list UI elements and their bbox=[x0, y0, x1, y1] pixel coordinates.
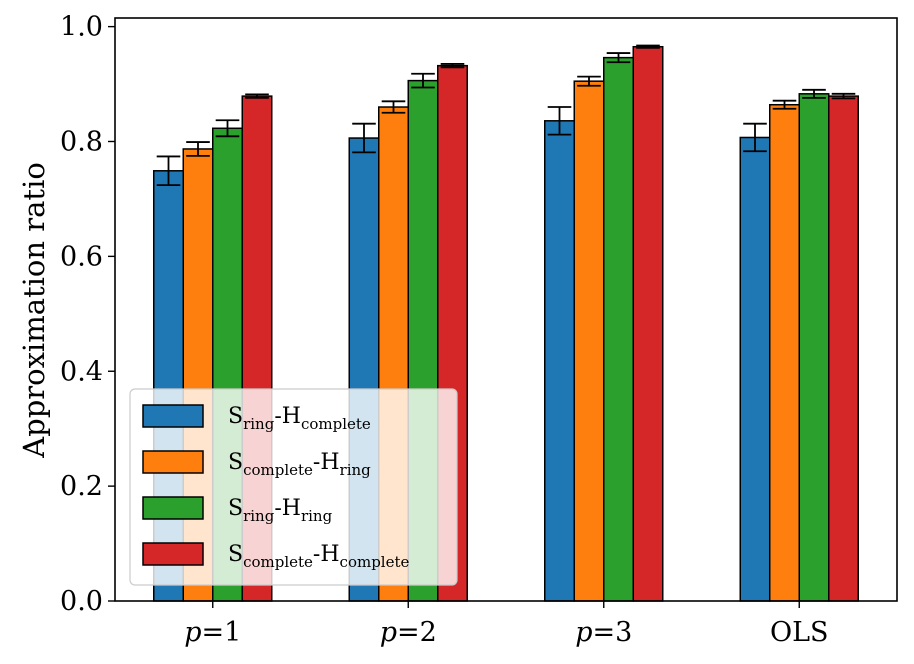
y-tick-label-3: 0.4 bbox=[60, 356, 103, 387]
legend-label-3: Sring-Hring bbox=[228, 496, 333, 525]
plot-frame bbox=[114, 17, 898, 602]
y-tick-label-1: 0.0 bbox=[60, 586, 103, 617]
y-tick-label-6: 1.0 bbox=[60, 12, 103, 43]
bar-series-1-cat-3 bbox=[544, 120, 575, 602]
y-tick-label-2: 0.2 bbox=[60, 471, 103, 502]
x-tick-label-4: OLS bbox=[770, 617, 829, 648]
y-axis-label: Approximation ratio bbox=[17, 162, 51, 459]
x-axis: p=1 p=2 p=3 OLS bbox=[184, 601, 829, 648]
legend-label-1: Sring-Hcomplete bbox=[228, 404, 371, 433]
y-tick-label-4: 0.6 bbox=[60, 241, 103, 272]
error-bars-layer bbox=[156, 44, 856, 187]
legend-swatch-1 bbox=[142, 404, 204, 428]
y-tick-label-5: 0.8 bbox=[60, 126, 103, 157]
bar-series-1-cat-4 bbox=[739, 136, 771, 602]
legend-label-4: Scomplete-Hcomplete bbox=[228, 542, 410, 571]
x-tick-label-2: p=2 bbox=[380, 617, 437, 648]
legend-swatch-4 bbox=[142, 542, 204, 566]
bar-series-3-cat-4 bbox=[798, 93, 830, 602]
legend-label-2: Scomplete-Hring bbox=[228, 450, 371, 479]
bar-series-2-cat-3 bbox=[573, 80, 605, 602]
x-tick-label-3: p=3 bbox=[575, 617, 632, 648]
bar-series-4-cat-3 bbox=[632, 45, 664, 602]
legend-swatch-3 bbox=[142, 496, 204, 520]
legend-box bbox=[129, 388, 458, 586]
bar-series-3-cat-3 bbox=[603, 56, 634, 602]
y-axis: 0.0 0.2 0.4 0.6 0.8 1.0 bbox=[60, 12, 115, 617]
bar-series-2-cat-4 bbox=[769, 103, 800, 602]
bar-series-4-cat-4 bbox=[828, 95, 859, 602]
legend: Sring-Hcomplete Scomplete-Hring Sring-Hrin… bbox=[129, 388, 458, 586]
x-tick-label-1: p=1 bbox=[184, 617, 241, 648]
legend-swatch-2 bbox=[142, 450, 204, 474]
